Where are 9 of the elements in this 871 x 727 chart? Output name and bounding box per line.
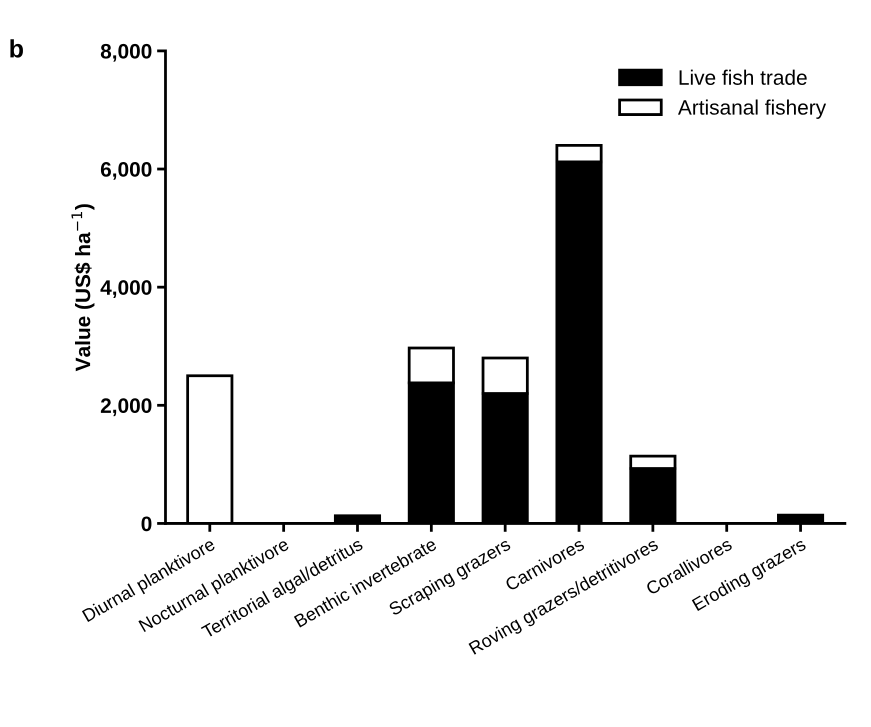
y-tick-label: 6,000 [100, 162, 152, 180]
y-tick-label: 8,000 [100, 44, 152, 62]
y-tick-label: 4,000 [100, 280, 152, 298]
y-tick-label: 0 [142, 516, 152, 532]
text: b [10, 39, 23, 58]
y-tick-label: 2,000 [100, 398, 152, 416]
legend-label: Artisanal fishery [678, 99, 826, 119]
y-axis-title: Value (US$ ha$^{−1}$) [71, 204, 94, 372]
legend-label: Live fish trade [680, 70, 807, 85]
